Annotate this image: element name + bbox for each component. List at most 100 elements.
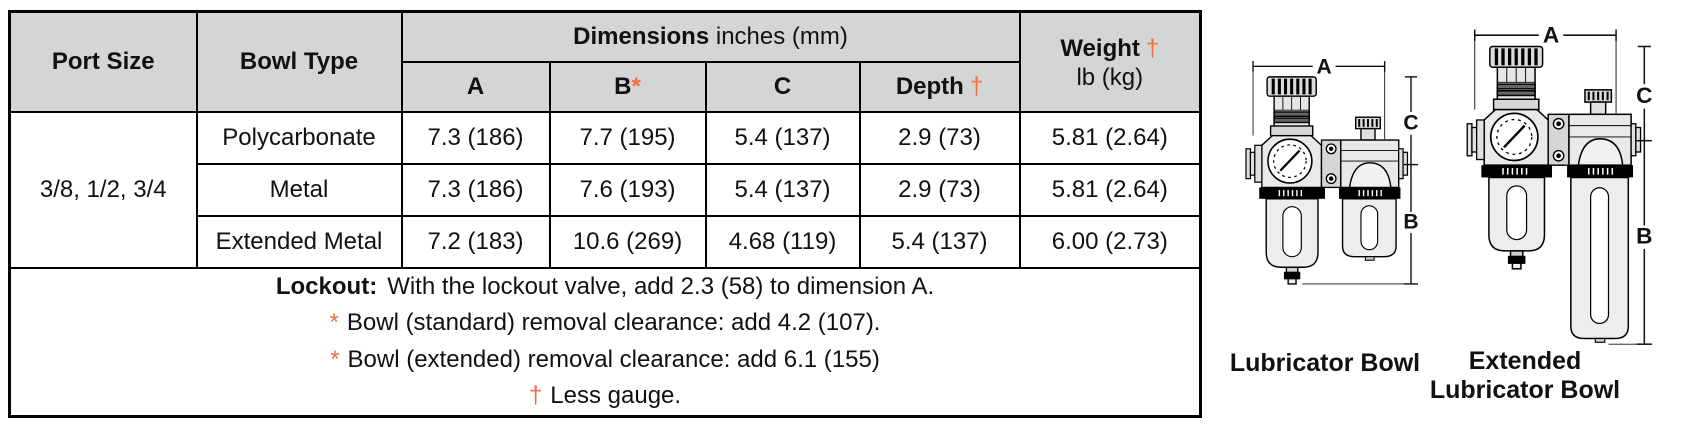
- footnote-marker: Lockout:: [275, 272, 378, 300]
- caption-lubricator-bowl: Lubricator Bowl: [1229, 349, 1421, 377]
- header-weight-units: lb (kg): [1076, 63, 1144, 91]
- bowl-nub: [1364, 256, 1375, 261]
- data-cell: 5.4 (137): [704, 110, 861, 165]
- dim-label-c: C: [1636, 83, 1652, 108]
- header-bowl-type: Bowl Type: [195, 10, 403, 113]
- spring-band: [1273, 117, 1310, 124]
- footnote-lockout: Lockout: With the lockout valve, add 2.3 …: [11, 269, 1199, 306]
- spring-band: [1496, 83, 1536, 90]
- spring-band: [1496, 90, 1536, 97]
- filter-bowl: [1265, 198, 1319, 285]
- header-dimensions-word: Dimensions: [573, 22, 710, 50]
- header-dim-b-letter: B: [614, 72, 632, 100]
- header-dim-a: A: [400, 60, 551, 113]
- data-cell: 4.68 (119): [704, 214, 861, 269]
- drain-tip: [1287, 277, 1297, 285]
- header-depth-word: Depth: [895, 72, 964, 100]
- data-cell: 7.2 (183): [400, 214, 551, 269]
- data-cell: 5.81 (2.64): [1018, 110, 1202, 165]
- table-row: 3/8, 1/2, 3/4 Polycarbonate 7.3 (186) 7.…: [8, 110, 1202, 269]
- sight-glass: [1506, 185, 1528, 241]
- caption-extended-lubricator-bowl: Extended Lubricator Bowl: [1405, 347, 1645, 405]
- dagger-mark: †: [1145, 34, 1160, 62]
- clamp-block: [1547, 113, 1570, 166]
- footnote-text: With the lockout valve, add 2.3 (58) to …: [387, 272, 935, 300]
- bowl-collars: [1481, 165, 1634, 178]
- sight-dome: [1348, 162, 1392, 189]
- gauge-needle: [1503, 124, 1526, 149]
- asterisk-mark: *: [330, 345, 340, 373]
- data-cell: 6.00 (2.73): [1018, 214, 1202, 269]
- bowl-nub: [1594, 337, 1606, 343]
- header-weight: Weight † lb (kg): [1018, 10, 1202, 113]
- extended-lubricator-bowl: [1570, 176, 1630, 343]
- data-cell: 2.9 (73): [858, 162, 1021, 217]
- lubricator-unit: [1340, 116, 1400, 189]
- fill-cap-ribs: [1358, 118, 1378, 127]
- header-dimensions-units: inches (mm): [715, 22, 848, 50]
- pressure-gauge: [1267, 138, 1313, 184]
- bonnet-collar: [1492, 98, 1540, 111]
- lubricator-unit: [1568, 89, 1632, 166]
- inlet-port: [1466, 119, 1485, 161]
- sight-glass: [1590, 187, 1610, 325]
- header-dim-b: B*: [548, 60, 707, 113]
- header-port-size: Port Size: [8, 10, 198, 113]
- data-cell: 7.7 (195): [548, 110, 707, 165]
- header-depth: Depth †: [858, 60, 1021, 113]
- footnote-text: Bowl (extended) removal clearance: add 6…: [347, 345, 880, 373]
- data-cell: 10.6 (269): [548, 214, 707, 269]
- header-weight-word: Weight: [1060, 34, 1140, 62]
- cell-bowl-type: Polycarbonate: [195, 110, 403, 165]
- dagger-mark: †: [528, 382, 543, 409]
- footnote-text: Less gauge.: [550, 382, 682, 409]
- cell-bowl-type: Metal: [195, 162, 403, 217]
- inlet-port: [1245, 144, 1263, 183]
- figure-extended-lubricator-bowl: A: [1452, 22, 1652, 347]
- dim-label-b: B: [1636, 223, 1652, 248]
- drain-valve: [1507, 255, 1526, 264]
- clamp-block: [1320, 139, 1342, 189]
- footnotes-box: Lockout: With the lockout valve, add 2.3 …: [8, 266, 1202, 417]
- cap-ribs: [1271, 78, 1312, 95]
- data-cell: 5.4 (137): [704, 162, 861, 217]
- cell-port-size: 3/8, 1/2, 3/4: [8, 110, 198, 269]
- cap-ribs: [1494, 48, 1538, 66]
- dimension-a-line: [1474, 29, 1617, 114]
- drain-stem: [1285, 266, 1299, 274]
- data-cell: 5.4 (137): [858, 214, 1021, 269]
- data-cell: 2.9 (73): [858, 110, 1021, 165]
- data-cell: 7.3 (186): [400, 162, 551, 217]
- lubricator-assembly-drawing: A: [1245, 55, 1418, 285]
- footnote-less-gauge: † Less gauge.: [11, 378, 1199, 415]
- lubricator-bowl: [1341, 198, 1397, 261]
- bowl-collars: [1259, 187, 1401, 199]
- sight-dome: [1577, 138, 1624, 166]
- asterisk-mark: *: [329, 309, 339, 336]
- drain-stem: [1509, 250, 1524, 258]
- sight-glass: [1282, 206, 1302, 258]
- data-cell: 7.3 (186): [400, 110, 551, 165]
- dimension-b-line: [1608, 140, 1652, 345]
- dimension-c-line: [1636, 45, 1652, 142]
- dim-label-a: A: [1317, 55, 1332, 78]
- data-cell: 5.81 (2.64): [1018, 162, 1202, 217]
- dim-label-a: A: [1543, 23, 1559, 48]
- cell-bowl-type: Extended Metal: [195, 214, 403, 269]
- outlet-port: [1398, 148, 1409, 180]
- outlet-port: [1630, 123, 1642, 157]
- drain-tip: [1511, 262, 1522, 270]
- caption-line: Extended: [1468, 347, 1582, 375]
- dimension-a-line: [1252, 61, 1386, 140]
- table-row: Extended Metal 7.2 (183) 10.6 (269) 4.68…: [10, 214, 1202, 269]
- dim-label-c: C: [1403, 112, 1418, 135]
- dimensions-table: Port Size Bowl Type Dimensions inches (m…: [8, 10, 1203, 418]
- table-row: Metal 7.3 (186) 7.6 (193) 5.4 (137) 2.9 …: [10, 162, 1202, 217]
- spring-band: [1273, 111, 1310, 118]
- footnote-extended-clearance: * Bowl (extended) removal clearance: add …: [11, 342, 1199, 379]
- filter-bowl: [1488, 176, 1546, 270]
- bonnet-collar: [1269, 125, 1314, 137]
- dagger-mark: †: [969, 72, 984, 100]
- fill-cap-ribs: [1587, 91, 1609, 101]
